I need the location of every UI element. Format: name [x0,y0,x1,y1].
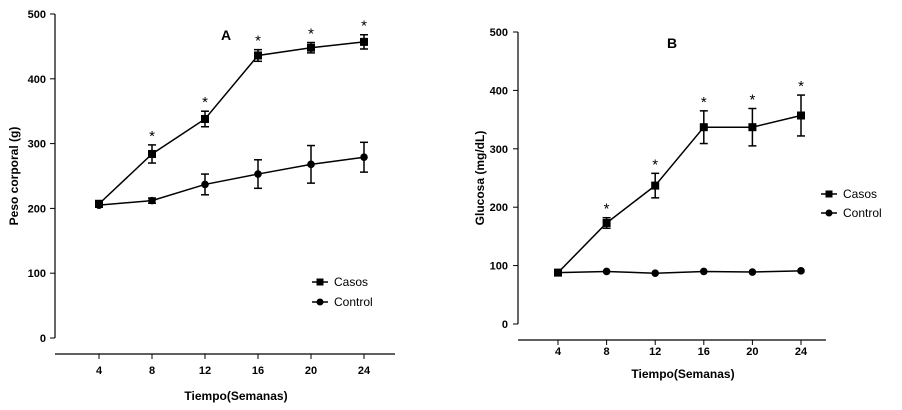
series-line [557,114,802,274]
data-point-circle [797,267,805,275]
x-tick-label: 20 [746,346,758,358]
y-tick-label: 300 [490,144,508,156]
data-point-square [148,149,156,158]
data-point-circle [748,268,757,276]
significance-star: * [749,92,755,109]
legend-marker-square [825,190,833,198]
significance-star: * [202,94,208,111]
y-tick-label: 300 [28,139,46,151]
data-point-square [360,37,368,46]
panel-a-peso-corporal: 0 100 200 300 400 500 4 8 12 16 20 24 Tiempo(Semanas… [7,9,395,403]
legend-marker-square [316,278,324,286]
y-tick-label: 100 [490,261,508,273]
x-tick-label: 12 [199,365,211,377]
significance-star: * [604,201,610,218]
y-tick-label: 100 [28,268,46,280]
data-point-circle [700,267,708,276]
data-point-square [797,111,805,120]
x-tick-label: 24 [358,365,371,377]
y-tick-label: 500 [490,27,508,39]
significance-star: * [701,94,707,111]
significance-star: * [308,26,314,43]
y-tick-label: 400 [28,74,46,86]
data-point-circle [148,196,156,205]
panel-title: B [667,35,677,51]
legend-label-control: Control [334,295,373,309]
data-point-square [748,123,757,132]
y-tick-label: 400 [490,85,508,97]
x-tick-label: 20 [305,365,317,377]
panel-title: A [221,27,231,43]
significance-star: * [652,156,658,173]
data-point-circle [201,180,209,189]
y-tick-label: 200 [28,203,46,215]
x-tick-label: 24 [795,346,808,358]
y-axis-title: Glucosa (mg/dL) [473,131,487,226]
x-axis-title: Tiempo(Semanas) [631,367,734,381]
series-control [95,141,368,209]
legend: Casos Control [821,187,882,220]
x-tick-label: 12 [649,346,661,358]
y-tick-label: 200 [490,202,508,214]
data-point-square [201,114,209,123]
series-line [98,41,365,205]
data-point-square [651,181,660,190]
data-point-square [699,123,708,132]
data-point-circle [95,201,103,209]
x-tick-label: 16 [698,346,710,358]
data-point-circle [360,153,368,162]
legend-label-casos: Casos [843,187,877,201]
series-casos: * * * * * [554,78,805,277]
series-line [98,156,365,206]
series-line [557,270,802,274]
data-point-square [307,43,315,52]
data-point-circle [602,267,611,276]
y-axis-title: Peso corporal (g) [7,127,21,226]
x-tick-label: 16 [252,365,264,377]
panel-b-glucosa: 0 100 200 300 400 500 4 8 12 16 20 24 Tiempo(Semanas… [473,27,882,381]
y-tick-label: 500 [28,9,46,21]
legend: Casos Control [312,275,373,309]
data-point-circle [307,160,315,169]
legend-label-casos: Casos [334,275,368,289]
legend-marker-circle [825,209,833,217]
data-point-circle [554,268,562,277]
significance-star: * [255,33,261,50]
data-point-square [602,218,611,227]
data-point-circle [651,269,659,277]
x-tick-label: 4 [555,346,562,358]
x-axis-title: Tiempo(Semanas) [184,389,287,403]
x-tick-label: 8 [149,365,155,377]
legend-marker-circle [316,298,324,306]
significance-star: * [149,128,155,145]
data-point-square [254,51,262,60]
data-point-circle [254,170,262,178]
y-tick-label: 0 [40,333,46,345]
series-control [554,267,805,277]
y-tick-label: 0 [502,319,508,331]
x-tick-label: 4 [96,365,103,377]
significance-star: * [798,78,804,95]
legend-label-control: Control [843,206,882,220]
x-tick-label: 8 [604,346,610,358]
significance-star: * [361,18,367,35]
